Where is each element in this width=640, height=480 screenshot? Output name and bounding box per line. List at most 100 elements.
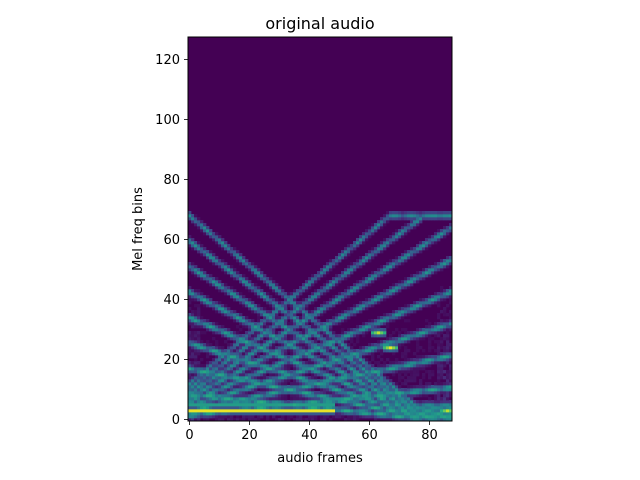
- spectrogram-cell: [194, 220, 198, 224]
- spectrogram-cell: [422, 241, 426, 245]
- spectrogram-cell: [350, 364, 354, 368]
- spectrogram-cell: [341, 274, 345, 278]
- spectrogram-cell: [326, 352, 330, 356]
- spectrogram-cell: [281, 415, 285, 419]
- spectrogram-cell: [323, 301, 327, 305]
- spectrogram-cell: [407, 277, 411, 281]
- spectrogram-cell: [398, 385, 402, 389]
- spectrogram-cell: [191, 400, 195, 404]
- spectrogram-cell: [359, 367, 363, 371]
- spectrogram-cell: [236, 295, 240, 299]
- spectrogram-cell: [446, 217, 450, 221]
- spectrogram-cell: [416, 247, 420, 251]
- spectrogram-cell: [197, 295, 201, 299]
- spectrogram-cell: [407, 412, 411, 416]
- spectrogram-cell: [404, 250, 408, 254]
- spectrogram-cell: [371, 409, 375, 413]
- spectrogram-cell: [380, 391, 384, 395]
- y-tick-label: 100: [155, 113, 180, 128]
- spectrogram-cell: [401, 343, 405, 347]
- spectrogram-cell: [428, 217, 432, 221]
- spectrogram-cell: [359, 286, 363, 290]
- spectrogram-cell: [194, 268, 198, 272]
- spectrogram-cell: [218, 406, 222, 410]
- spectrogram-cell: [278, 412, 282, 416]
- spectrogram-cell: [449, 289, 453, 293]
- spectrogram-cell: [194, 214, 198, 218]
- spectrogram-cell: [293, 370, 297, 374]
- spectrogram-cell: [227, 289, 231, 293]
- spectrogram-cell: [383, 373, 387, 377]
- spectrogram-cell: [293, 301, 297, 305]
- spectrogram-cell: [362, 328, 366, 332]
- spectrogram-cell: [302, 379, 306, 383]
- spectrogram-cell: [434, 292, 438, 296]
- spectrogram-cell: [365, 238, 369, 242]
- spectrogram-cell: [218, 244, 222, 248]
- spectrogram-cell: [383, 220, 387, 224]
- spectrogram-cell: [188, 334, 192, 338]
- spectrogram-cell: [377, 298, 381, 302]
- spectrogram-cell: [416, 415, 420, 419]
- spectrogram-cell: [446, 304, 450, 308]
- spectrogram-cell: [257, 307, 261, 311]
- spectrogram-cell: [302, 391, 306, 395]
- spectrogram-cell: [359, 406, 363, 410]
- spectrogram-cell: [440, 289, 444, 293]
- spectrogram-cell: [299, 382, 303, 386]
- spectrogram-cell: [260, 295, 264, 299]
- spectrogram-cell: [323, 406, 327, 410]
- spectrogram-cell: [446, 262, 450, 266]
- spectrogram-cell: [368, 403, 372, 407]
- spectrogram-cell: [197, 412, 201, 416]
- spectrogram-cell: [251, 268, 255, 272]
- spectrogram-cell: [434, 298, 438, 302]
- spectrogram-cell: [440, 217, 444, 221]
- spectrogram-cell: [359, 391, 363, 395]
- spectrogram-cell: [434, 241, 438, 245]
- spectrogram-cell: [239, 256, 243, 260]
- spectrogram-cell: [386, 292, 390, 296]
- spectrogram-cell: [194, 298, 198, 302]
- spectrogram-cell: [392, 289, 396, 293]
- spectrogram-cell: [305, 352, 309, 356]
- spectrogram-cell: [275, 298, 279, 302]
- spectrogram-cell: [233, 319, 237, 323]
- spectrogram-cell: [269, 397, 273, 401]
- spectrogram-cell: [278, 349, 282, 353]
- spectrogram-cell: [341, 373, 345, 377]
- spectrogram-cell: [266, 352, 270, 356]
- spectrogram-cell: [365, 358, 369, 362]
- spectrogram-cell: [392, 331, 396, 335]
- spectrogram-cell: [353, 409, 357, 413]
- spectrogram-cell: [362, 364, 366, 368]
- spectrogram-cell: [272, 289, 276, 293]
- spectrogram-cell: [419, 298, 423, 302]
- spectrogram-cell: [251, 289, 255, 293]
- spectrogram-cell: [365, 328, 369, 332]
- spectrogram-cell: [248, 352, 252, 356]
- spectrogram-cell: [407, 391, 411, 395]
- spectrogram-cell: [284, 349, 288, 353]
- spectrogram-cell: [263, 400, 267, 404]
- spectrogram-cell: [275, 340, 279, 344]
- spectrogram-cell: [332, 382, 336, 386]
- spectrogram-cell: [227, 403, 231, 407]
- spectrogram-cell: [215, 304, 219, 308]
- spectrogram-cell: [191, 343, 195, 347]
- spectrogram-cell: [434, 418, 438, 422]
- spectrogram-cell: [446, 265, 450, 269]
- spectrogram-cell: [236, 409, 240, 413]
- spectrogram-cell: [308, 418, 312, 422]
- spectrogram-cell: [212, 394, 216, 398]
- spectrogram-cell: [320, 361, 324, 365]
- spectrogram-cell: [290, 403, 294, 407]
- spectrogram-cell: [293, 412, 297, 416]
- spectrogram-cell: [275, 400, 279, 404]
- spectrogram-cell: [335, 376, 339, 380]
- spectrogram-cell: [422, 388, 426, 392]
- spectrogram-cell: [443, 403, 447, 407]
- spectrogram-cell: [395, 214, 399, 218]
- spectrogram-cell: [326, 406, 330, 410]
- spectrogram-cell: [227, 247, 231, 251]
